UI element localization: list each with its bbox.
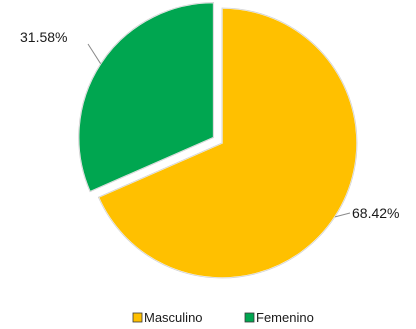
legend-label-femenino: Femenino — [256, 310, 314, 325]
legend-swatch-femenino — [244, 312, 255, 323]
leader-line-masculino — [334, 212, 351, 218]
data-label-masculino: 68.42% — [352, 205, 399, 221]
legend: Masculino Femenino — [132, 310, 314, 325]
leader-lines — [87, 43, 351, 218]
legend-label-masculino: Masculino — [144, 310, 203, 325]
leader-line-femenino — [87, 43, 102, 64]
pie-slices — [77, 1, 358, 279]
legend-swatch-masculino — [132, 312, 143, 323]
data-label-femenino: 31.58% — [20, 29, 67, 45]
